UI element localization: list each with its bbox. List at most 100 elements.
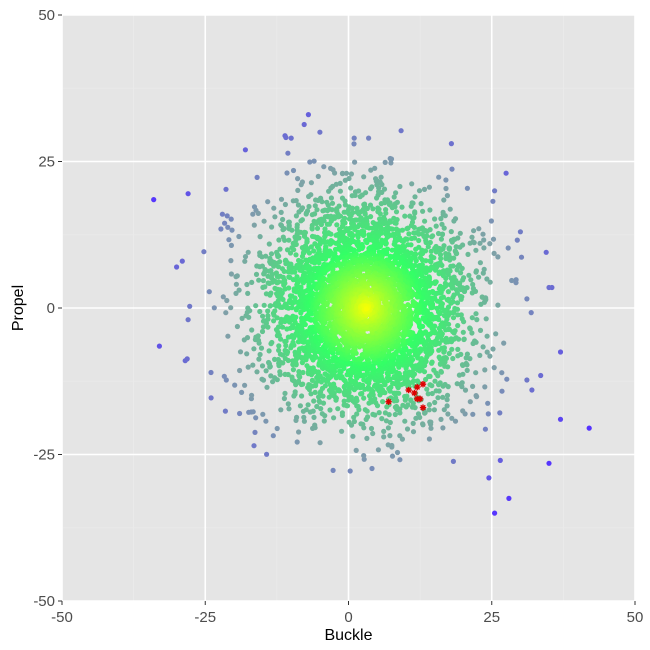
- data-point: [413, 415, 419, 421]
- data-point: [244, 351, 250, 357]
- data-point: [524, 377, 530, 383]
- data-point: [372, 165, 378, 171]
- data-point: [282, 237, 288, 243]
- data-point: [457, 293, 464, 299]
- data-point: [343, 170, 350, 176]
- data-point: [418, 201, 424, 207]
- highlight-point: [419, 404, 427, 411]
- data-point: [492, 510, 498, 516]
- data-point: [363, 306, 369, 312]
- data-point: [292, 389, 298, 395]
- x-tick-label: -25: [194, 609, 216, 626]
- data-point: [288, 135, 294, 141]
- data-point: [259, 328, 266, 335]
- data-point: [422, 218, 428, 224]
- data-point: [310, 365, 316, 371]
- data-point: [225, 333, 231, 339]
- data-point: [474, 317, 480, 323]
- data-point: [255, 210, 261, 216]
- data-point: [268, 251, 275, 257]
- highlight-point: [385, 398, 392, 405]
- tick-labels: -50 -25 0 25 50 -50 -25 0 25 50: [33, 7, 643, 626]
- data-point: [294, 274, 300, 280]
- data-point: [441, 313, 448, 319]
- data-point: [315, 197, 321, 203]
- x-tick-label: 50: [627, 609, 644, 626]
- data-point: [282, 201, 288, 208]
- data-point: [363, 317, 369, 324]
- data-point: [364, 239, 370, 246]
- data-point: [481, 245, 487, 251]
- data-point: [274, 315, 280, 321]
- data-point: [285, 150, 291, 156]
- data-point: [451, 218, 457, 224]
- data-point: [295, 187, 301, 193]
- data-point: [309, 226, 315, 232]
- data-point: [201, 249, 207, 255]
- data-point: [408, 397, 414, 403]
- data-point: [450, 458, 456, 464]
- data-point: [369, 465, 375, 472]
- data-point: [476, 226, 482, 232]
- data-point: [393, 190, 399, 196]
- data-point: [318, 221, 324, 228]
- data-point: [459, 362, 466, 368]
- data-point: [222, 408, 228, 414]
- data-point: [285, 371, 291, 378]
- data-point: [428, 425, 434, 431]
- data-point: [281, 268, 287, 274]
- data-point: [469, 234, 475, 240]
- data-point: [306, 193, 312, 200]
- data-point: [314, 207, 320, 213]
- data-point: [285, 357, 291, 364]
- data-point: [272, 356, 278, 362]
- highlight-point: [419, 380, 427, 388]
- data-point: [280, 360, 286, 366]
- data-point: [438, 236, 444, 242]
- highlight-point: [416, 395, 424, 403]
- data-point: [286, 285, 292, 291]
- data-point: [290, 339, 296, 345]
- data-point: [370, 411, 376, 417]
- data-point: [296, 209, 302, 215]
- data-point: [479, 294, 485, 300]
- data-point: [482, 384, 488, 390]
- data-point: [460, 408, 466, 414]
- data-point: [432, 378, 438, 384]
- data-point: [440, 394, 446, 400]
- data-point: [224, 213, 230, 219]
- data-point: [357, 194, 363, 200]
- data-point: [368, 167, 374, 173]
- data-point: [299, 393, 305, 399]
- data-point: [453, 244, 459, 250]
- data-point: [389, 205, 395, 211]
- data-point: [372, 266, 379, 272]
- highlighted-points: [385, 380, 427, 411]
- data-point: [329, 207, 335, 213]
- data-point: [455, 312, 461, 318]
- data-point: [409, 266, 416, 272]
- data-point: [379, 416, 385, 422]
- data-point: [271, 205, 277, 211]
- data-point: [284, 170, 290, 176]
- y-tick-label: 0: [47, 300, 55, 317]
- data-point: [269, 339, 275, 346]
- data-point: [296, 429, 302, 435]
- data-point: [292, 349, 298, 355]
- data-point: [370, 206, 376, 212]
- data-point: [322, 371, 328, 377]
- data-point: [298, 218, 304, 224]
- data-point: [293, 213, 299, 219]
- data-point: [364, 435, 370, 441]
- data-point: [277, 259, 283, 265]
- data-point: [315, 341, 321, 347]
- data-point: [438, 295, 445, 301]
- data-point: [392, 411, 398, 418]
- data-point: [394, 449, 401, 456]
- data-point: [261, 218, 267, 224]
- data-point: [524, 296, 530, 302]
- data-point: [470, 383, 476, 389]
- data-point: [234, 323, 240, 330]
- data-point: [477, 240, 483, 246]
- data-point: [485, 400, 491, 406]
